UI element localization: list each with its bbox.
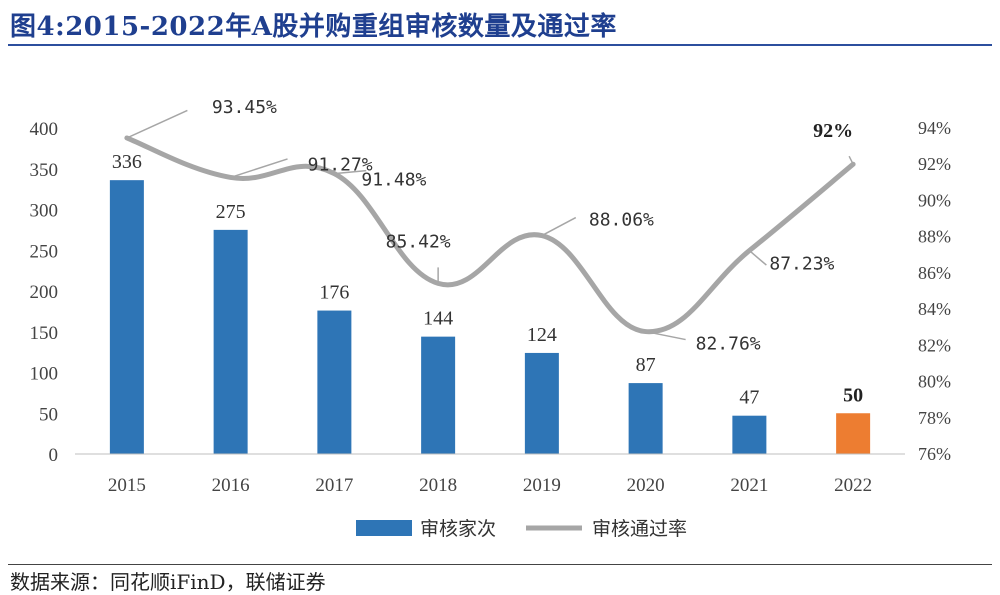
- y-right-tick-label: 76%: [918, 444, 951, 464]
- leader-line: [645, 330, 686, 341]
- legend-label-line: 审核通过率: [592, 518, 687, 540]
- y-right-tick-label: 88%: [918, 227, 951, 247]
- leader-line: [230, 158, 288, 179]
- line-value-label: 91.27%: [308, 154, 373, 175]
- line-value-label: 82.76%: [696, 334, 761, 355]
- y-right-tick-label: 86%: [918, 263, 951, 283]
- bar-value-label: 176: [319, 282, 349, 304]
- y-left-tick-label: 250: [30, 241, 59, 262]
- x-tick-label: 2015: [108, 475, 146, 496]
- bar-value-label: 275: [216, 201, 246, 223]
- x-tick-label: 2020: [627, 475, 665, 496]
- source-note: 数据来源：同花顺iFinD，联储证券: [10, 570, 326, 594]
- leader-line: [748, 250, 767, 266]
- bar-2017: [317, 310, 352, 454]
- x-tick-label: 2019: [523, 475, 561, 496]
- line-value-label: 85.42%: [386, 231, 451, 252]
- bar-2022: [836, 413, 871, 454]
- x-tick-label: 2018: [419, 475, 457, 496]
- y-right-tick-label: 80%: [918, 372, 951, 392]
- y-left-tick-label: 100: [30, 364, 59, 385]
- leader-line: [541, 216, 577, 237]
- y-left-tick-label: 200: [30, 282, 59, 303]
- x-tick-label: 2017: [315, 475, 353, 496]
- y-right-tick-label: 94%: [918, 118, 951, 138]
- leader-line: [334, 169, 367, 175]
- line-value-label: 88.06%: [589, 210, 654, 231]
- y-right-tick-label: 78%: [918, 408, 951, 428]
- legend-label-bars: 审核家次: [420, 518, 496, 540]
- bar-value-label: 50: [843, 384, 863, 406]
- y-right-tick-label: 90%: [918, 190, 951, 210]
- line-value-label: 87.23%: [769, 254, 834, 275]
- y-left-tick-label: 150: [30, 323, 59, 344]
- leader-line: [126, 109, 188, 139]
- chart-title: 图4:2015-2022年A股并购重组审核数量及通过率: [10, 12, 617, 42]
- y-right-tick-label: 82%: [918, 335, 951, 355]
- y-left-tick-label: 300: [30, 201, 59, 222]
- y-right-tick-label: 92%: [918, 154, 951, 174]
- source-divider: [8, 564, 992, 565]
- y-left-tick-label: 0: [49, 445, 59, 466]
- y-right-tick-label: 84%: [918, 299, 951, 319]
- y-left-tick-label: 50: [39, 404, 58, 425]
- bar-2021: [732, 415, 767, 454]
- title-divider: [8, 44, 992, 46]
- leader-line: [848, 155, 854, 165]
- bar-value-label: 87: [636, 354, 656, 376]
- bar-2018: [421, 336, 456, 454]
- bar-2016: [213, 229, 248, 454]
- line-value-label: 91.48%: [361, 170, 426, 191]
- y-left-tick-label: 400: [30, 119, 59, 140]
- bar-2015: [109, 180, 144, 454]
- bar-value-label: 124: [527, 324, 557, 346]
- x-tick-label: 2022: [834, 475, 872, 496]
- bar-value-label: 144: [423, 308, 453, 330]
- bar-value-label: 336: [112, 151, 142, 173]
- bar-2019: [524, 352, 559, 454]
- y-left-tick-label: 350: [30, 160, 59, 181]
- x-tick-label: 2021: [730, 475, 768, 496]
- bar-value-label: 47: [739, 387, 759, 409]
- legend-swatch-bars: [356, 520, 412, 536]
- line-value-label: 92%: [813, 120, 853, 142]
- bar-2020: [628, 383, 663, 454]
- x-tick-label: 2016: [212, 475, 250, 496]
- series-line-pass-rate: [124, 135, 856, 335]
- line-value-label: 93.45%: [212, 97, 277, 118]
